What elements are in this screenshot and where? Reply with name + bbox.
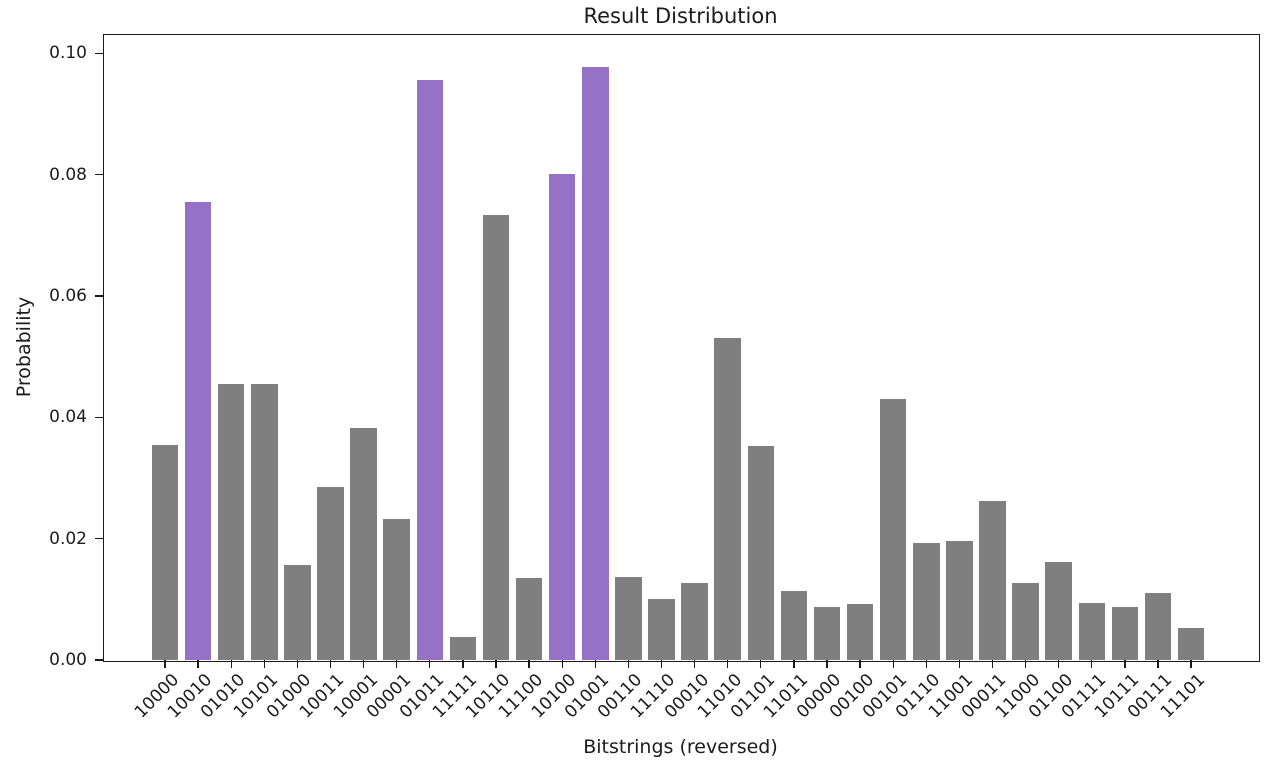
y-tick-label: 0.08	[49, 164, 87, 185]
x-tick-mark	[263, 660, 265, 668]
x-tick-mark	[660, 660, 663, 668]
bar-10000	[151, 444, 179, 660]
bar-01111	[1078, 602, 1106, 660]
y-tick-label: 0.00	[49, 650, 87, 670]
x-tick-mark	[362, 660, 365, 668]
bar-01011	[416, 80, 444, 660]
x-tick-mark	[1091, 660, 1093, 668]
bar-11100	[515, 578, 543, 660]
x-tick-mark	[693, 660, 696, 668]
bar-00101	[879, 398, 907, 660]
y-tick-mark	[95, 659, 103, 661]
x-tick-mark	[793, 660, 795, 668]
bar-00000	[813, 606, 841, 660]
bar-10101	[251, 384, 278, 660]
x-tick-mark	[1157, 660, 1159, 668]
x-tick-mark	[1124, 660, 1126, 668]
y-tick-mark	[95, 174, 103, 176]
bar-01000	[284, 564, 311, 660]
x-tick-mark	[329, 660, 332, 668]
bar-01010	[217, 384, 245, 660]
x-tick-mark	[495, 660, 497, 668]
y-tick-mark	[95, 295, 103, 297]
bar-10010	[184, 202, 212, 660]
x-tick-mark	[396, 660, 398, 668]
chart-title: Result Distribution	[583, 4, 778, 28]
y-axis-label: Probability	[13, 296, 35, 398]
y-tick-mark	[95, 52, 103, 55]
bar-11000	[1012, 582, 1039, 660]
x-tick-mark	[1058, 660, 1060, 668]
x-tick-mark	[958, 660, 961, 668]
bar-00110	[615, 576, 642, 660]
bar-10111	[1111, 606, 1139, 660]
y-tick-mark	[95, 538, 103, 540]
bar-11001	[946, 541, 973, 660]
bar-00011	[979, 501, 1006, 660]
x-axis-label: Bitstrings (reversed)	[583, 736, 778, 758]
bar-11111	[449, 636, 477, 660]
bar-01110	[913, 542, 940, 660]
y-tick-label: 0.10	[49, 43, 87, 64]
bar-00010	[681, 582, 708, 660]
bar-10001	[350, 427, 377, 660]
x-tick-mark	[892, 660, 894, 668]
bar-00001	[383, 518, 410, 660]
plot-area	[103, 34, 1260, 662]
x-tick-mark	[727, 660, 729, 668]
bar-00111	[1144, 592, 1172, 660]
x-tick-mark	[627, 660, 630, 668]
bar-00100	[846, 604, 874, 660]
x-tick-mark	[561, 660, 563, 668]
y-tick-label: 0.04	[49, 407, 87, 428]
y-tick-mark	[95, 416, 103, 418]
x-tick-mark	[826, 660, 828, 668]
bar-11101	[1177, 627, 1205, 660]
x-tick-mark	[230, 660, 232, 668]
bar-10100	[548, 174, 576, 660]
bar-10110	[482, 215, 510, 660]
x-tick-mark	[462, 660, 464, 668]
y-tick-label: 0.06	[49, 286, 87, 307]
bar-11010	[714, 337, 741, 660]
bar-10011	[317, 487, 344, 660]
bar-01101	[747, 445, 775, 660]
x-tick-mark	[296, 660, 299, 668]
x-tick-mark	[429, 660, 431, 668]
x-tick-mark	[528, 660, 530, 668]
x-tick-mark	[594, 660, 596, 668]
x-tick-mark	[859, 660, 861, 668]
x-tick-mark	[164, 660, 166, 668]
bar-01100	[1045, 561, 1072, 660]
x-tick-mark	[1024, 660, 1027, 668]
bar-01001	[582, 66, 609, 660]
bar-11011	[780, 591, 808, 660]
y-tick-label: 0.02	[49, 528, 87, 549]
x-tick-mark	[1190, 660, 1192, 668]
bar-11110	[648, 598, 675, 660]
x-tick-mark	[991, 660, 994, 668]
x-tick-mark	[925, 660, 927, 668]
x-tick-mark	[760, 660, 762, 668]
x-tick-mark	[197, 660, 199, 668]
